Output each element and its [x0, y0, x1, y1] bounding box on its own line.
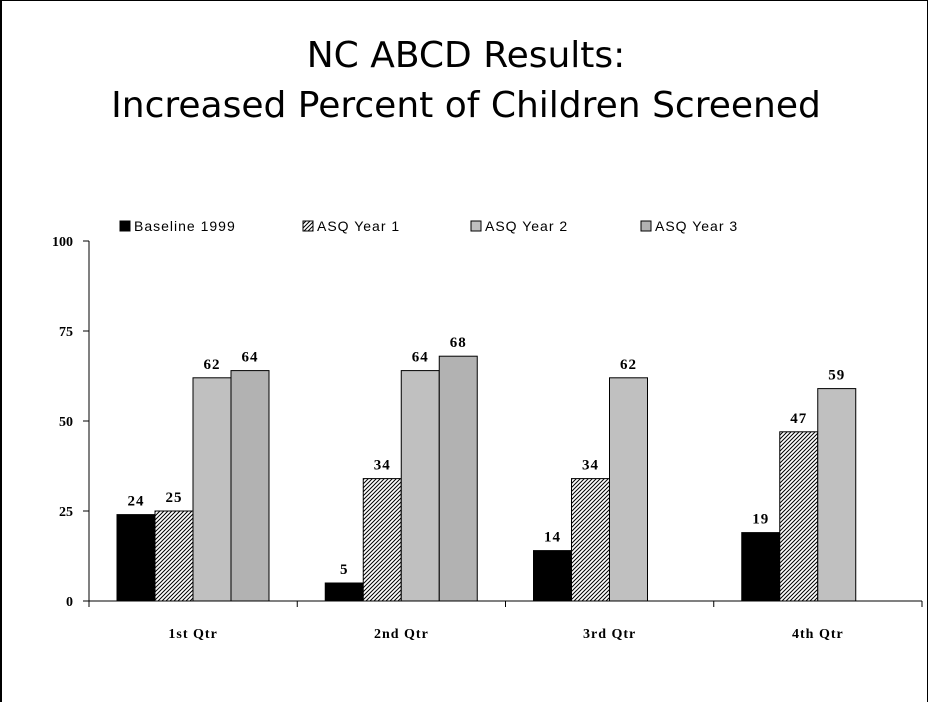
- bar: [154, 510, 194, 602]
- bar: [230, 370, 270, 602]
- y-tick-label: 25: [59, 505, 73, 520]
- bar-value-label: 34: [374, 458, 391, 474]
- bar: [779, 431, 819, 602]
- bar-value-label: 59: [828, 368, 845, 384]
- bar: [533, 550, 572, 602]
- bar-value-label: 62: [620, 357, 637, 373]
- legend-label: ASQ Year 2: [485, 218, 568, 234]
- legend-swatch: [302, 220, 314, 232]
- bar: [438, 355, 478, 602]
- bar: [192, 377, 232, 602]
- bar-value-label: 68: [450, 335, 467, 351]
- bar-value-label: 19: [752, 512, 769, 528]
- y-tick-label: 0: [66, 595, 73, 610]
- legend-swatch: [640, 220, 652, 232]
- bar-value-label: 34: [582, 458, 599, 474]
- legend-swatch: [470, 220, 482, 232]
- bar: [571, 478, 610, 602]
- chart-legend: Baseline 1999 ASQ Year 1 ASQ Year 2 ASQ Yea…: [119, 218, 738, 234]
- legend-swatch: [119, 220, 131, 232]
- bar-value-label: 14: [544, 530, 561, 546]
- bars: [116, 355, 857, 602]
- bar: [741, 532, 781, 602]
- x-axis: 1st Qtr 2nd Qtr 3rd Qtr 4th Qtr: [88, 600, 923, 642]
- x-category-label: 1st Qtr: [168, 627, 217, 642]
- bar: [400, 370, 440, 602]
- bar-value-label: 24: [128, 494, 145, 510]
- bar-value-label: 5: [340, 562, 349, 578]
- bar-value-label: 64: [242, 350, 259, 366]
- legend-label: ASQ Year 3: [655, 218, 738, 234]
- value-labels: 24 25 62 64 5 34 64 68 14 34 62 19 47 59: [128, 335, 845, 578]
- x-category-label: 2nd Qtr: [374, 627, 429, 642]
- y-tick-label: 100: [52, 235, 73, 250]
- bar: [116, 514, 156, 602]
- x-category-label: 3rd Qtr: [583, 627, 636, 642]
- title-line-1: NC ABCD Results:: [306, 35, 626, 76]
- bar-value-label: 64: [412, 350, 429, 366]
- title-line-2: Increased Percent of Children Screened: [111, 85, 821, 126]
- bar: [817, 388, 857, 602]
- legend-label: Baseline 1999: [134, 218, 236, 234]
- bar: [609, 377, 648, 602]
- x-category-label: 4th Qtr: [792, 627, 844, 642]
- bar-value-label: 25: [166, 490, 183, 506]
- bar: [324, 582, 364, 602]
- bar: [362, 478, 402, 602]
- y-tick-label: 50: [59, 415, 73, 430]
- slide-title: NC ABCD Results: Increased Percent of Ch…: [2, 31, 928, 131]
- bar-value-label: 47: [790, 411, 807, 427]
- y-axis: 0 25 50 75 100: [52, 235, 90, 610]
- legend-label: ASQ Year 1: [317, 218, 400, 234]
- bar-value-label: 62: [204, 357, 221, 373]
- y-tick-label: 75: [59, 325, 73, 340]
